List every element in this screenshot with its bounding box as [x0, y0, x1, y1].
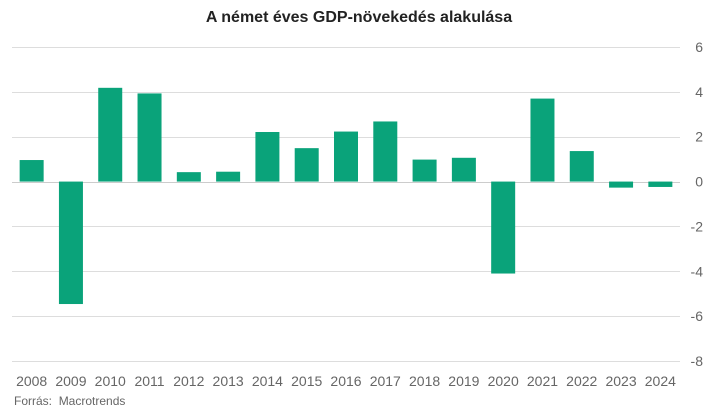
bar: [648, 181, 673, 187]
source-note: Forrás: Macrotrends: [14, 394, 125, 408]
x-tick-label: 2013: [213, 373, 244, 389]
y-tick-label: 6: [695, 39, 703, 55]
x-tick-label: 2014: [252, 373, 283, 389]
chart-title: A német éves GDP-növekedés alakulása: [205, 9, 513, 26]
x-axis-ticks: 2008 2009 2010 2011 2012 2013 2014 2015 2016 2017…: [16, 373, 676, 389]
bar: [216, 171, 241, 182]
x-tick-label: 2018: [409, 373, 440, 389]
y-tick-label: -2: [691, 218, 704, 234]
x-tick-label: 2024: [645, 373, 676, 389]
bar: [19, 160, 44, 182]
bar: [334, 131, 358, 182]
y-tick-label: 2: [695, 129, 703, 145]
bar: [98, 87, 123, 182]
y-tick-label: -8: [691, 353, 704, 369]
x-tick-label: 2012: [173, 373, 204, 389]
x-tick-label: 2011: [134, 373, 164, 389]
bar: [530, 98, 555, 182]
bar: [609, 181, 634, 188]
y-tick-label: 0: [695, 174, 703, 190]
x-tick-label: 2019: [448, 373, 479, 389]
bar: [451, 157, 476, 182]
bar: [373, 121, 398, 182]
bar: [569, 151, 594, 182]
y-tick-label: 4: [695, 84, 703, 100]
bar: [137, 93, 162, 182]
bar: [58, 181, 83, 305]
y-tick-label: -6: [691, 308, 704, 324]
x-tick-label: 2009: [55, 373, 86, 389]
x-tick-label: 2022: [566, 373, 597, 389]
bar: [491, 181, 516, 274]
y-axis-ticks: 6 4 2 0 -2 -4 -6 -8: [691, 39, 704, 369]
bars: [19, 87, 673, 305]
bar: [176, 172, 201, 182]
source-value: Macrotrends: [58, 394, 126, 408]
x-tick-label: 2021: [527, 373, 558, 389]
y-tick-label: -4: [691, 263, 704, 279]
x-tick-label: 2020: [488, 373, 519, 389]
bar: [294, 148, 319, 182]
x-tick-label: 2023: [605, 373, 636, 389]
bar: [412, 159, 437, 182]
bar: [255, 132, 280, 182]
x-tick-label: 2017: [370, 373, 401, 389]
source-label: Forrás:: [14, 394, 53, 408]
x-tick-label: 2008: [16, 373, 47, 389]
x-tick-label: 2015: [291, 373, 322, 389]
x-tick-label: 2016: [330, 373, 361, 389]
x-tick-label: 2010: [95, 373, 126, 389]
